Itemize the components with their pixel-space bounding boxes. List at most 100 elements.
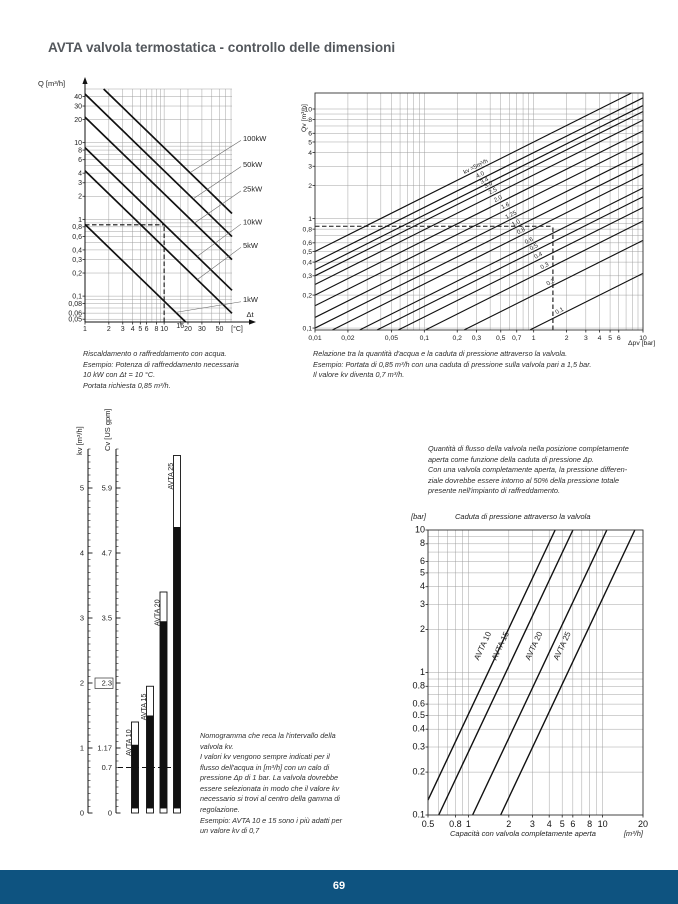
svg-text:0,5: 0,5 bbox=[303, 249, 313, 256]
svg-text:20: 20 bbox=[638, 819, 648, 829]
svg-text:2.3: 2.3 bbox=[102, 679, 112, 688]
svg-text:0.8: 0.8 bbox=[449, 819, 462, 829]
svg-text:Q [m³/h]: Q [m³/h] bbox=[38, 79, 65, 88]
svg-text:0: 0 bbox=[108, 809, 112, 818]
svg-text:5kW: 5kW bbox=[243, 241, 259, 250]
svg-text:2: 2 bbox=[80, 679, 84, 688]
svg-text:3: 3 bbox=[584, 335, 588, 342]
svg-text:0.1: 0.1 bbox=[412, 809, 425, 819]
svg-text:1.6: 1.6 bbox=[501, 202, 512, 211]
svg-text:20: 20 bbox=[74, 117, 82, 124]
svg-text:0,02: 0,02 bbox=[341, 335, 354, 342]
svg-text:10: 10 bbox=[598, 819, 608, 829]
svg-text:1.25: 1.25 bbox=[505, 210, 519, 221]
svg-text:6: 6 bbox=[78, 157, 82, 164]
svg-text:[°C]: [°C] bbox=[231, 325, 243, 333]
svg-text:16: 16 bbox=[176, 323, 184, 330]
svg-text:0.7: 0.7 bbox=[102, 763, 112, 772]
svg-text:0,3: 0,3 bbox=[303, 273, 313, 280]
svg-text:AVTA 15: AVTA 15 bbox=[490, 630, 511, 662]
svg-text:8: 8 bbox=[78, 147, 82, 154]
svg-text:0.8: 0.8 bbox=[412, 681, 425, 691]
svg-text:3: 3 bbox=[80, 614, 84, 623]
svg-text:5: 5 bbox=[560, 819, 565, 829]
label-leader-line bbox=[194, 190, 242, 224]
series-lines bbox=[84, 88, 233, 323]
svg-text:40: 40 bbox=[74, 94, 82, 101]
svg-text:0,2: 0,2 bbox=[72, 270, 82, 277]
kv-chart-caption: Relazione tra la quantità d'acqua e la c… bbox=[313, 349, 592, 380]
svg-text:4.0: 4.0 bbox=[475, 171, 486, 180]
y-axis-arrow bbox=[82, 77, 88, 84]
svg-text:0,2: 0,2 bbox=[303, 292, 313, 299]
svg-text:1: 1 bbox=[532, 335, 536, 342]
svg-text:0,01: 0,01 bbox=[308, 335, 321, 342]
svg-text:30: 30 bbox=[198, 326, 206, 333]
svg-text:5: 5 bbox=[138, 326, 142, 333]
svg-text:0.4: 0.4 bbox=[534, 251, 545, 260]
svg-text:0.1: 0.1 bbox=[555, 307, 566, 316]
label-leader-line bbox=[189, 140, 242, 173]
svg-text:0,8: 0,8 bbox=[303, 227, 313, 234]
svg-text:0,3: 0,3 bbox=[472, 335, 482, 342]
svg-text:0,8: 0,8 bbox=[72, 224, 82, 231]
svg-text:4: 4 bbox=[78, 171, 82, 178]
flow-position-caption: Quantità di flusso della valvola nella p… bbox=[428, 444, 629, 496]
svg-text:2: 2 bbox=[565, 335, 569, 342]
grid-lines bbox=[84, 88, 232, 322]
valve-range-bar-solid bbox=[173, 527, 181, 809]
svg-text:0.6: 0.6 bbox=[412, 699, 425, 709]
svg-text:0,4: 0,4 bbox=[303, 260, 313, 267]
label-leader-line bbox=[196, 223, 242, 257]
svg-text:4.7: 4.7 bbox=[102, 549, 112, 558]
svg-text:3: 3 bbox=[308, 164, 312, 171]
page-number: 69 bbox=[332, 880, 346, 892]
svg-text:2: 2 bbox=[78, 194, 82, 201]
svg-text:1: 1 bbox=[83, 326, 87, 333]
nomogram-svg: 0 1 2 3 4 5 kv [m³/h] 0 0.7 1.17 2.3 3.5 4.7 5.9 Cv [U… bbox=[75, 408, 181, 818]
label-leader-line bbox=[197, 247, 242, 280]
valve-range-bar-solid bbox=[160, 621, 167, 809]
svg-text:0,6: 0,6 bbox=[303, 240, 313, 247]
svg-text:0.2: 0.2 bbox=[546, 278, 557, 287]
svg-text:0.6: 0.6 bbox=[524, 237, 535, 246]
svg-text:2: 2 bbox=[308, 183, 312, 190]
footer-bar: 69 bbox=[0, 870, 678, 904]
svg-text:0,7: 0,7 bbox=[512, 335, 522, 342]
svg-text:0.2: 0.2 bbox=[412, 767, 425, 777]
svg-text:2: 2 bbox=[107, 326, 111, 333]
svg-text:1: 1 bbox=[80, 744, 84, 753]
svg-text:0,6: 0,6 bbox=[72, 234, 82, 241]
svg-text:10: 10 bbox=[304, 106, 312, 113]
svg-text:1: 1 bbox=[420, 667, 425, 677]
svg-text:2.0: 2.0 bbox=[493, 195, 504, 204]
valve-range-bar-solid bbox=[146, 715, 154, 809]
svg-text:20: 20 bbox=[184, 326, 192, 333]
svg-text:2.5: 2.5 bbox=[488, 187, 499, 196]
svg-text:0,3: 0,3 bbox=[72, 257, 82, 264]
svg-text:AVTA 25: AVTA 25 bbox=[168, 463, 175, 490]
svg-text:1.17: 1.17 bbox=[97, 744, 112, 753]
svg-text:Qv [m³/h]: Qv [m³/h] bbox=[301, 104, 308, 132]
page-title: AVTA valvola termostatica - controllo de… bbox=[48, 40, 396, 55]
svg-text:0,05: 0,05 bbox=[385, 335, 398, 342]
valve-range-bar-solid bbox=[131, 744, 139, 809]
svg-text:0,5: 0,5 bbox=[496, 335, 506, 342]
svg-text:1: 1 bbox=[308, 216, 312, 223]
svg-text:2: 2 bbox=[420, 624, 425, 634]
svg-text:Caduta di pressione attraverso: Caduta di pressione attraverso la valvol… bbox=[455, 512, 591, 521]
heating-capacity-chart: 40 30 20 10 8 6 4 3 2 1 0,8 0,6 0,4 0,3 0,2 0,1 0,08 0,06… bbox=[30, 72, 280, 355]
svg-text:4: 4 bbox=[131, 326, 135, 333]
svg-text:8: 8 bbox=[420, 538, 425, 548]
svg-text:0.5: 0.5 bbox=[422, 819, 435, 829]
svg-text:0: 0 bbox=[80, 809, 84, 818]
svg-text:5: 5 bbox=[308, 139, 312, 146]
svg-text:5: 5 bbox=[80, 484, 84, 493]
svg-text:2: 2 bbox=[506, 819, 511, 829]
valve-capacity-chart: 10 8 6 5 4 3 2 1 0.8 0.6 0.5 0.4 0.3 0.2 0.1 0.5 0.8 1 2 3 4… bbox=[405, 505, 678, 855]
svg-text:0,06: 0,06 bbox=[68, 311, 82, 318]
svg-text:1kW: 1kW bbox=[243, 295, 259, 304]
series-lines bbox=[314, 92, 644, 331]
power-chart-svg: 403020108643210,80,60,40,30,20,10,080,06… bbox=[38, 77, 267, 333]
